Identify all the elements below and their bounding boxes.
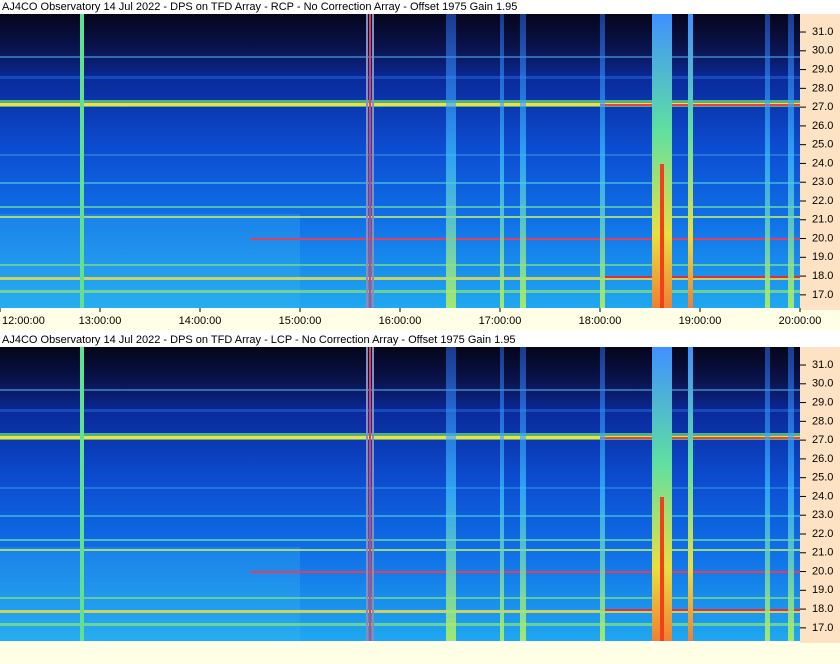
y-tick-label: 31.0 bbox=[812, 359, 833, 371]
time-axis-bar bbox=[0, 310, 840, 330]
y-tick-label: 21.0 bbox=[812, 547, 833, 559]
frequency-axis-panel bbox=[800, 347, 840, 643]
y-tick-label: 24.0 bbox=[812, 490, 833, 502]
y-tick-label: 17.0 bbox=[812, 289, 833, 301]
x-tick-label: 12:00:00 bbox=[2, 315, 45, 327]
y-tick-label: 18.0 bbox=[812, 603, 833, 615]
y-tick-label: 29.0 bbox=[812, 396, 833, 408]
y-tick-label: 22.0 bbox=[812, 195, 833, 207]
y-tick-label: 28.0 bbox=[812, 82, 833, 94]
x-tick-label: 13:00:00 bbox=[79, 315, 122, 327]
y-tick-label: 26.0 bbox=[812, 453, 833, 465]
y-tick-label: 19.0 bbox=[812, 251, 833, 263]
x-tick-label: 16:00:00 bbox=[379, 315, 422, 327]
y-tick-label: 20.0 bbox=[812, 565, 833, 577]
y-tick-label: 24.0 bbox=[812, 157, 833, 169]
y-tick-label: 30.0 bbox=[812, 45, 833, 57]
time-axis-bar bbox=[0, 643, 840, 664]
y-tick-label: 31.0 bbox=[812, 26, 833, 38]
x-tick-label: 19:00:00 bbox=[679, 315, 722, 327]
y-tick-label: 23.0 bbox=[812, 176, 833, 188]
y-tick-label: 27.0 bbox=[812, 101, 833, 113]
x-tick-label: 18:00:00 bbox=[579, 315, 622, 327]
y-tick-label: 22.0 bbox=[812, 528, 833, 540]
x-tick-label: 15:00:00 bbox=[279, 315, 322, 327]
y-tick-label: 23.0 bbox=[812, 509, 833, 521]
y-tick-label: 29.0 bbox=[812, 63, 833, 75]
y-tick-label: 17.0 bbox=[812, 622, 833, 634]
spectrogram-image bbox=[0, 14, 800, 308]
x-tick-label: 20:00:00 bbox=[779, 315, 822, 327]
y-tick-label: 20.0 bbox=[812, 232, 833, 244]
y-tick-label: 21.0 bbox=[812, 214, 833, 226]
y-tick-label: 25.0 bbox=[812, 472, 833, 484]
panel-title: AJ4CO Observatory 14 Jul 2022 - DPS on T… bbox=[2, 1, 517, 13]
y-tick-label: 27.0 bbox=[812, 434, 833, 446]
y-tick-label: 28.0 bbox=[812, 415, 833, 427]
y-tick-label: 26.0 bbox=[812, 120, 833, 132]
x-tick-label: 14:00:00 bbox=[179, 315, 222, 327]
y-tick-label: 18.0 bbox=[812, 270, 833, 282]
x-tick-label: 17:00:00 bbox=[479, 315, 522, 327]
y-tick-label: 30.0 bbox=[812, 378, 833, 390]
y-tick-label: 25.0 bbox=[812, 139, 833, 151]
frequency-axis-panel bbox=[800, 14, 840, 310]
spectrogram-image bbox=[0, 347, 800, 641]
y-tick-label: 19.0 bbox=[812, 584, 833, 596]
panel-title: AJ4CO Observatory 14 Jul 2022 - DPS on T… bbox=[2, 334, 516, 346]
